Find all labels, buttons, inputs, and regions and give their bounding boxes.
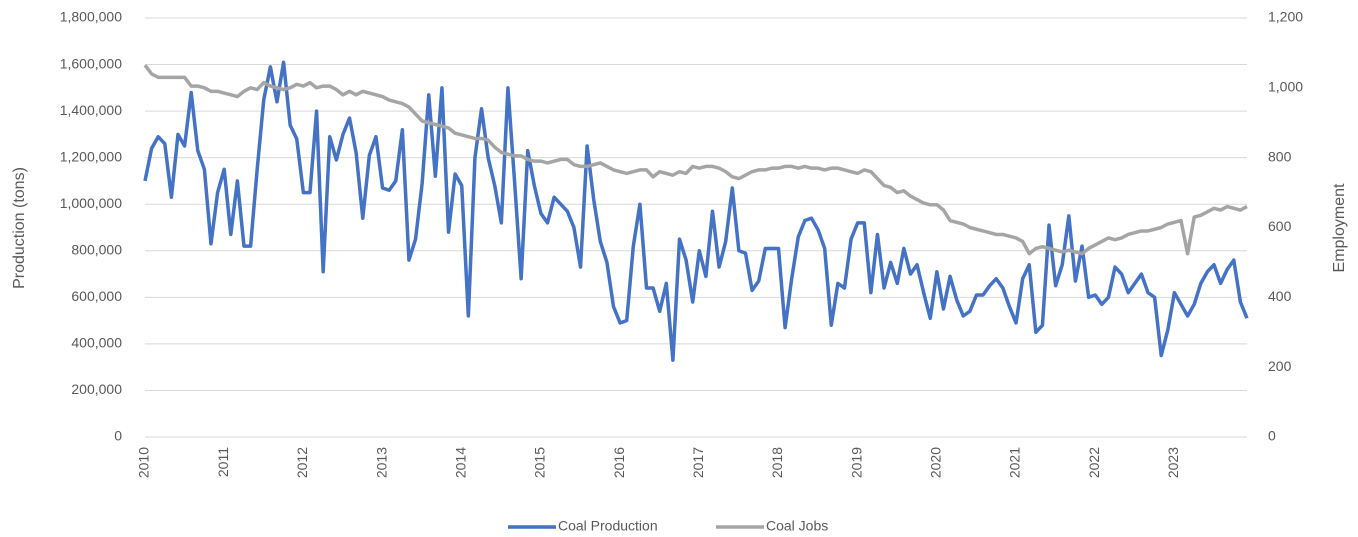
x-tick-label: 2018 bbox=[769, 447, 785, 478]
y-tick-label: 400,000 bbox=[71, 335, 122, 351]
y-tick-label: 1,600,000 bbox=[60, 55, 122, 71]
x-tick-label: 2021 bbox=[1007, 447, 1023, 478]
y-tick-label: 200,000 bbox=[71, 381, 122, 397]
x-tick-label: 2015 bbox=[532, 447, 548, 478]
y-tick-label: 1,400,000 bbox=[60, 102, 122, 118]
y-tick-label: 800,000 bbox=[71, 241, 122, 257]
y2-axis-title: Employment bbox=[1331, 183, 1348, 272]
x-tick-label: 2017 bbox=[690, 447, 706, 478]
x-tick-label: 2012 bbox=[294, 447, 310, 478]
y-axis-title: Production (tons) bbox=[11, 167, 28, 289]
series-line bbox=[143, 64, 1248, 256]
x-tick-label: 2016 bbox=[611, 447, 627, 478]
x-tick-label: 2019 bbox=[848, 447, 864, 478]
x-tick-label: 2014 bbox=[452, 447, 468, 478]
y-tick-label: 0 bbox=[114, 428, 122, 444]
y-tick-label: 1,000,000 bbox=[60, 195, 122, 211]
x-tick-label: 2013 bbox=[373, 447, 389, 478]
y-tick-label: 600,000 bbox=[71, 288, 122, 304]
y2-tick-label: 600 bbox=[1268, 218, 1292, 234]
y2-tick-label: 1,200 bbox=[1268, 9, 1303, 25]
x-tick-label: 2011 bbox=[215, 447, 231, 477]
y2-tick-label: 400 bbox=[1268, 288, 1292, 304]
legend-label: Coal Production bbox=[558, 518, 658, 534]
x-tick-label: 2023 bbox=[1165, 447, 1181, 478]
x-tick-label: 2022 bbox=[1086, 447, 1102, 478]
y-tick-label: 1,200,000 bbox=[60, 148, 122, 164]
y2-tick-label: 800 bbox=[1268, 148, 1292, 164]
x-tick-label: 2010 bbox=[136, 447, 152, 478]
x-tick-label: 2020 bbox=[928, 447, 944, 478]
series-line bbox=[143, 60, 1249, 362]
y2-tick-label: 1,000 bbox=[1268, 79, 1303, 95]
y-tick-label: 1,800,000 bbox=[60, 9, 122, 25]
y2-tick-label: 0 bbox=[1268, 428, 1276, 444]
y2-tick-label: 200 bbox=[1268, 358, 1292, 374]
legend-label: Coal Jobs bbox=[766, 518, 828, 534]
